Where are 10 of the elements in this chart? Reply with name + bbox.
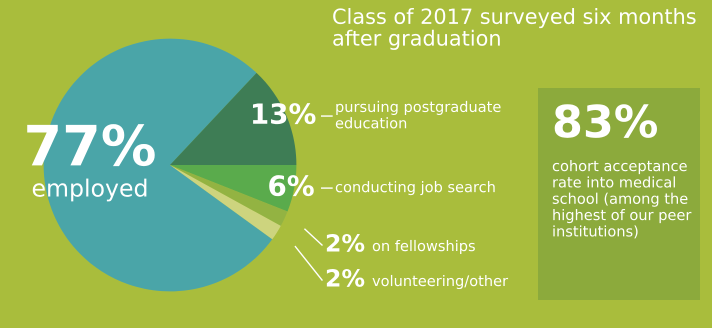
data-label: 2%: [326, 234, 364, 252]
slice-label: conducting job search: [336, 181, 495, 196]
data-label: 2%: [326, 268, 364, 287]
slice-label: volunteering/other: [372, 274, 508, 290]
text: 83%: [554, 104, 657, 138]
data-label: 6%: [269, 175, 314, 196]
chart-title: Class of 2017 surveyed six months after graduation: [333, 8, 696, 50]
slice-label: on fellowships: [372, 240, 475, 254]
text: cohort acceptance rate into medical school (among the highest of our peer institutions): [552, 160, 692, 238]
slice-label: pursuing postgraduate education: [336, 100, 501, 128]
